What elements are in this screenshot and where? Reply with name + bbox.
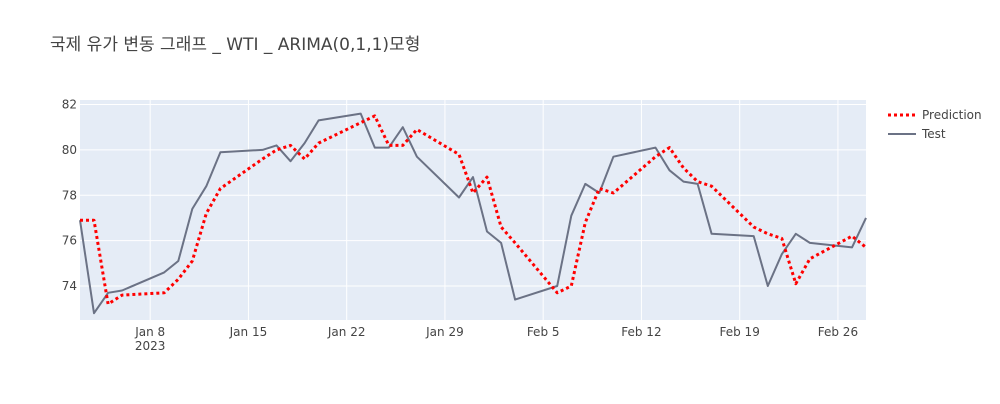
x-tick-label: Feb 5 bbox=[527, 325, 560, 339]
legend-label-prediction[interactable]: Prediction bbox=[922, 108, 982, 122]
grid-lines bbox=[80, 100, 866, 320]
plot-area bbox=[80, 100, 866, 320]
series-lines[interactable] bbox=[79, 112, 867, 315]
x-tick-label: Feb 12 bbox=[621, 325, 661, 339]
x-tick-label: Feb 19 bbox=[720, 325, 760, 339]
series-line-test[interactable] bbox=[79, 112, 867, 315]
x-tick-label: Jan 22 bbox=[327, 325, 366, 339]
x-tick-label: Jan 15 bbox=[229, 325, 268, 339]
x-tick-sublabel: 2023 bbox=[135, 339, 166, 353]
chart-title: 국제 유가 변동 그래프 _ WTI _ ARIMA(0,1,1)모형 bbox=[50, 35, 420, 55]
y-tick-label: 80 bbox=[62, 143, 77, 157]
y-tick-label: 82 bbox=[62, 98, 77, 112]
x-tick-label: Jan 29 bbox=[425, 325, 464, 339]
x-tick-label: Jan 8 bbox=[134, 325, 165, 339]
legend[interactable]: Prediction Test bbox=[888, 108, 982, 141]
y-tick-label: 76 bbox=[62, 234, 77, 248]
y-tick-label: 78 bbox=[62, 188, 77, 202]
y-tick-label: 74 bbox=[62, 279, 77, 293]
x-tick-label: Feb 26 bbox=[818, 325, 858, 339]
legend-label-test[interactable]: Test bbox=[921, 127, 946, 141]
